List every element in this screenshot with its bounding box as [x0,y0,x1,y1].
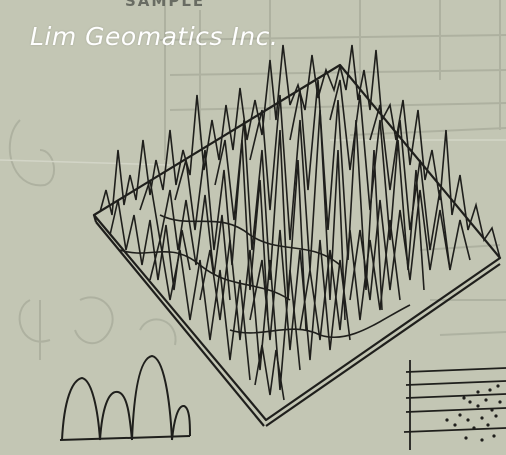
terrain-base [92,63,502,427]
watermark-text: Lim Geomatics Inc. [30,22,279,51]
scatter-points [445,384,502,442]
faint-top-label: SAMPLE [125,0,206,10]
bump-sketch [59,354,191,441]
terrain-peaks [99,44,501,401]
scatter-sketch [403,360,506,450]
